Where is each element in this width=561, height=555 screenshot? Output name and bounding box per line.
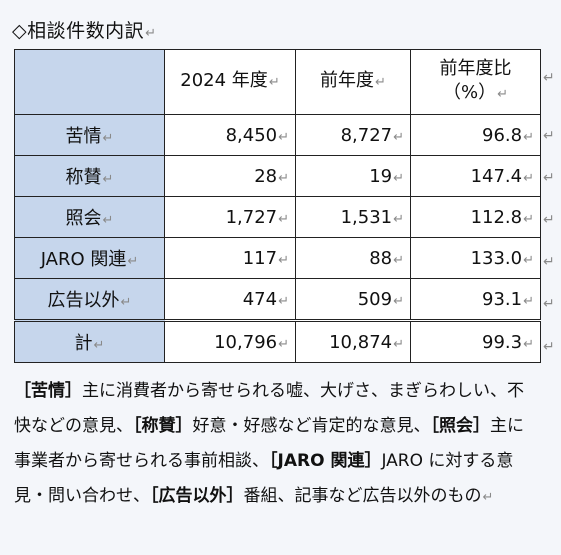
paragraph-mark-icon: ↵: [482, 490, 494, 505]
cell-ratio: 112.8↵: [410, 196, 541, 238]
table-row: 広告以外↵ 474↵ 509↵ 93.1↵: [14, 278, 541, 321]
table-row: JARO 関連↵ 117↵ 88↵ 133.0↵: [14, 237, 541, 279]
row-end-mark: ↵: [543, 128, 555, 144]
row-label: 広告以外↵: [14, 278, 165, 321]
definitions-paragraph: ［苦情］主に消費者から寄せられる嘘、大げさ、まぎらわしい、不快などの意見、［称賛…: [14, 374, 540, 515]
note-term: ［JARO 関連］: [269, 451, 382, 471]
header-corner-cell: [14, 49, 165, 115]
cell-current: 474↵: [164, 278, 296, 321]
note-term: ［広告以外］: [150, 486, 244, 506]
total-previous: 10,874↵: [295, 319, 411, 363]
row-end-mark: ↵: [543, 70, 555, 86]
cell-ratio: 133.0↵: [410, 237, 541, 279]
cell-previous: 19↵: [295, 155, 411, 197]
note-term: ［照会］: [430, 416, 491, 436]
row-label: 照会↵: [14, 196, 165, 238]
row-end-mark: ↵: [543, 170, 555, 186]
table-row: 苦情↵ 8,450↵ 8,727↵ 96.8↵: [14, 114, 541, 156]
cell-ratio: 147.4↵: [410, 155, 541, 197]
note-text: 番組、記事など広告以外のもの: [243, 486, 482, 506]
table-row: 称賛↵ 28↵ 19↵ 147.4↵: [14, 155, 541, 197]
cell-current: 1,727↵: [164, 196, 296, 238]
total-ratio: 99.3↵: [410, 319, 541, 363]
note-term: ［称賛］: [133, 416, 193, 436]
row-end-mark: ↵: [543, 212, 555, 228]
row-end-mark: ↵: [543, 339, 555, 355]
total-row: 計↵ 10,796↵ 10,874↵ 99.3↵: [14, 319, 541, 363]
table-header-row: 2024 年度↵ 前年度↵ 前年度比 （%）↵: [14, 49, 541, 115]
consultation-table: 2024 年度↵ 前年度↵ 前年度比 （%）↵ 苦情↵ 8,450↵ 8,727↵…: [14, 49, 541, 363]
note-text: 好意・好感など肯定的な意見、: [192, 416, 431, 436]
header-previous-year: 前年度↵: [295, 49, 411, 115]
row-label: 称賛↵: [14, 155, 165, 197]
row-end-mark: ↵: [543, 296, 555, 312]
cell-previous: 1,531↵: [295, 196, 411, 238]
note-term: ［苦情］: [14, 381, 82, 401]
cell-current: 28↵: [164, 155, 296, 197]
table-row: 照会↵ 1,727↵ 1,531↵ 112.8↵: [14, 196, 541, 238]
cell-current: 117↵: [164, 237, 296, 279]
total-label: 計↵: [14, 319, 165, 363]
row-label: JARO 関連↵: [14, 237, 165, 279]
cell-previous: 88↵: [295, 237, 411, 279]
section-title-text: ◇相談件数内訳: [12, 20, 145, 42]
section-title: ◇相談件数内訳↵: [12, 16, 157, 43]
cell-previous: 509↵: [295, 278, 411, 321]
row-end-mark: ↵: [543, 254, 555, 270]
header-current-year: 2024 年度↵: [164, 49, 296, 115]
cell-ratio: 93.1↵: [410, 278, 541, 321]
total-current: 10,796↵: [164, 319, 296, 363]
note-text: 主に事業者から寄せられる事前相談、: [14, 416, 524, 471]
cell-ratio: 96.8↵: [410, 114, 541, 156]
header-ratio: 前年度比 （%）↵: [410, 49, 541, 115]
cell-current: 8,450↵: [164, 114, 296, 156]
cell-previous: 8,727↵: [295, 114, 411, 156]
paragraph-mark-icon: ↵: [145, 26, 157, 41]
row-label: 苦情↵: [14, 114, 165, 156]
note-text: JARO に対する意見・問い合わせ、: [14, 451, 514, 506]
note-text: 主に消費者から寄せられる嘘、大げさ、まぎらわしい、不快などの意見、: [14, 381, 524, 436]
